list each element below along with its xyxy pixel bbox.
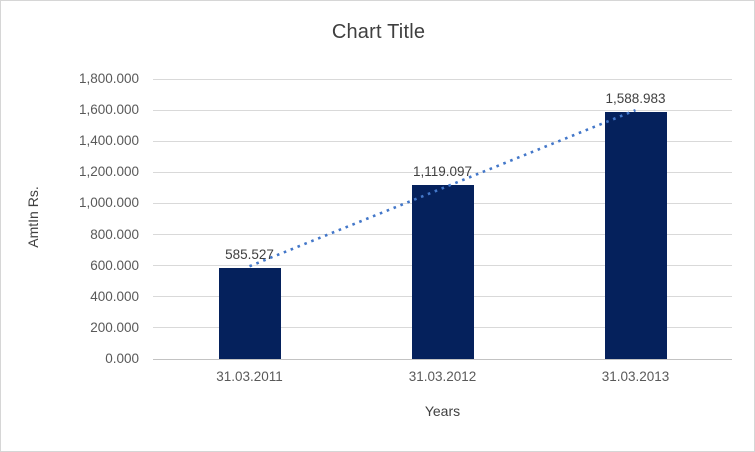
- bar-data-label: 1,588.983: [605, 90, 666, 106]
- bar: [411, 184, 474, 359]
- y-tick-label: 1,800.000: [78, 71, 139, 86]
- x-axis-title: Years: [424, 403, 461, 419]
- y-tick-label: 800.000: [90, 226, 139, 242]
- bar: [218, 267, 281, 359]
- y-tick-label: 1,200.000: [78, 164, 139, 180]
- y-tick-label: 1,000.000: [78, 195, 139, 211]
- y-tick-label: 600.000: [90, 257, 139, 273]
- y-tick-label: 200.000: [90, 319, 139, 335]
- gridline: [153, 78, 732, 80]
- bar-data-label: 1,119.097: [412, 163, 473, 179]
- x-tick-label: 31.03.2011: [216, 369, 283, 384]
- plot-area: 585.527 1,119.097 1,588.983: [153, 78, 732, 360]
- bar-data-label: 585.527: [225, 246, 274, 262]
- gridline: [153, 171, 732, 173]
- trendline: [249, 108, 636, 268]
- x-axis-line: [153, 358, 732, 360]
- gridline: [153, 109, 732, 111]
- y-tick-label: 1,400.000: [78, 133, 139, 149]
- y-tick-label: 1,600.000: [78, 102, 139, 118]
- gridline: [153, 140, 732, 142]
- bar: [604, 111, 667, 359]
- y-tick-label: 400.000: [90, 288, 139, 304]
- chart-title: Chart Title: [331, 21, 426, 43]
- x-tick-label: 31.03.2012: [408, 369, 477, 384]
- y-tick-label: 0.000: [105, 351, 139, 366]
- x-tick-label: 31.03.2013: [601, 369, 670, 384]
